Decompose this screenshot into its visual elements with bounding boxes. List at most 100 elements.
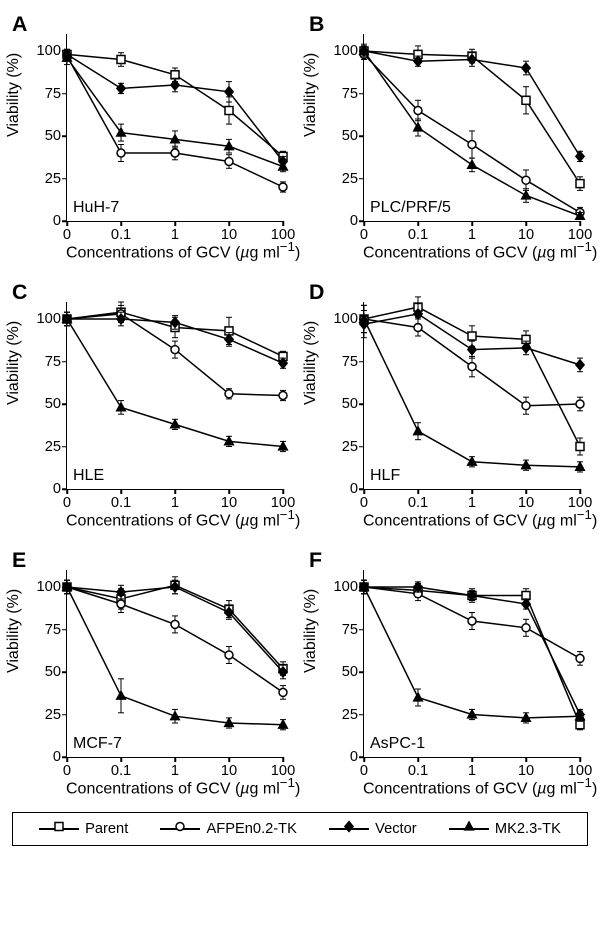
panel-A: AViability (%)Concentrations of GCV (µg … bbox=[12, 12, 291, 262]
plot-area: 025507510000.1110100HuH-7 bbox=[66, 34, 283, 222]
x-tick-label: 10 bbox=[518, 757, 534, 779]
legend-line bbox=[449, 828, 489, 830]
y-tick-label: 50 bbox=[45, 396, 67, 412]
series-svg bbox=[67, 302, 283, 489]
cell-line-label: PLC/PRF/5 bbox=[370, 199, 451, 217]
panel-letter: E bbox=[12, 548, 26, 573]
y-tick-label: 25 bbox=[45, 171, 67, 187]
legend-label: MK2.3-TK bbox=[495, 821, 561, 837]
series-svg bbox=[364, 34, 580, 221]
series-svg bbox=[364, 302, 580, 489]
legend-marker-icon bbox=[462, 820, 476, 839]
y-tick-label: 25 bbox=[342, 439, 364, 455]
legend-item-Vector: Vector bbox=[329, 821, 417, 837]
x-tick-label: 0.1 bbox=[111, 757, 131, 779]
panel-C: CViability (%)Concentrations of GCV (µg … bbox=[12, 280, 291, 530]
x-tick-label: 1 bbox=[171, 489, 179, 511]
x-tick-label: 10 bbox=[221, 489, 237, 511]
x-tick-label: 0.1 bbox=[111, 489, 131, 511]
y-tick-label: 75 bbox=[342, 86, 364, 102]
series-svg bbox=[364, 570, 580, 757]
x-tick-label: 0 bbox=[360, 221, 368, 243]
y-axis-label: Viability (%) bbox=[5, 53, 23, 137]
y-tick-label: 25 bbox=[342, 707, 364, 723]
panel-letter: D bbox=[309, 280, 324, 305]
y-tick-label: 25 bbox=[45, 439, 67, 455]
legend-label: Vector bbox=[375, 821, 417, 837]
legend-line bbox=[39, 828, 79, 830]
y-axis-label: Viability (%) bbox=[302, 589, 320, 673]
y-axis-label: Viability (%) bbox=[302, 53, 320, 137]
y-tick-label: 75 bbox=[45, 622, 67, 638]
y-axis-label: Viability (%) bbox=[5, 321, 23, 405]
x-tick-label: 1 bbox=[171, 221, 179, 243]
legend-line bbox=[160, 828, 200, 830]
panel-D: DViability (%)Concentrations of GCV (µg … bbox=[309, 280, 588, 530]
panel-letter: B bbox=[309, 12, 324, 37]
panel-grid: AViability (%)Concentrations of GCV (µg … bbox=[12, 12, 588, 798]
x-tick-label: 0.1 bbox=[111, 221, 131, 243]
y-axis-label: Viability (%) bbox=[302, 321, 320, 405]
x-tick-label: 100 bbox=[568, 757, 592, 779]
plot-area: 025507510000.1110100MCF-7 bbox=[66, 570, 283, 758]
legend-item-MK2.3-TK: MK2.3-TK bbox=[449, 821, 561, 837]
x-tick-label: 100 bbox=[568, 221, 592, 243]
panel-B: BViability (%)Concentrations of GCV (µg … bbox=[309, 12, 588, 262]
x-tick-label: 10 bbox=[518, 221, 534, 243]
x-tick-label: 1 bbox=[171, 757, 179, 779]
legend-marker-icon bbox=[52, 820, 66, 839]
x-tick-label: 0.1 bbox=[408, 489, 428, 511]
plot-area: 025507510000.1110100HLF bbox=[363, 302, 580, 490]
x-tick-label: 100 bbox=[568, 489, 592, 511]
y-tick-label: 50 bbox=[45, 664, 67, 680]
x-tick-label: 0 bbox=[63, 489, 71, 511]
x-tick-label: 0 bbox=[63, 221, 71, 243]
x-tick-label: 0 bbox=[360, 489, 368, 511]
x-tick-label: 10 bbox=[221, 221, 237, 243]
legend-item-AFPEn0.2-TK: AFPEn0.2-TK bbox=[160, 821, 296, 837]
panel-letter: F bbox=[309, 548, 322, 573]
y-tick-label: 50 bbox=[342, 396, 364, 412]
panel-letter: C bbox=[12, 280, 27, 305]
x-tick-label: 1 bbox=[468, 489, 476, 511]
legend-label: Parent bbox=[85, 821, 128, 837]
y-tick-label: 75 bbox=[342, 622, 364, 638]
x-tick-label: 10 bbox=[221, 757, 237, 779]
x-tick-label: 100 bbox=[271, 757, 295, 779]
series-svg bbox=[67, 34, 283, 221]
x-tick-label: 100 bbox=[271, 221, 295, 243]
cell-line-label: HuH-7 bbox=[73, 199, 119, 217]
panel-F: FViability (%)Concentrations of GCV (µg … bbox=[309, 548, 588, 798]
legend-label: AFPEn0.2-TK bbox=[206, 821, 296, 837]
y-tick-label: 50 bbox=[342, 664, 364, 680]
x-tick-label: 0.1 bbox=[408, 221, 428, 243]
y-tick-label: 25 bbox=[45, 707, 67, 723]
plot-area: 025507510000.1110100AsPC-1 bbox=[363, 570, 580, 758]
plot-area: 025507510000.1110100PLC/PRF/5 bbox=[363, 34, 580, 222]
cell-line-label: HLE bbox=[73, 467, 104, 485]
legend: Parent AFPEn0.2-TK Vector MK2.3-TK bbox=[12, 812, 588, 846]
cell-line-label: MCF-7 bbox=[73, 735, 122, 753]
legend-marker-icon bbox=[342, 820, 356, 839]
x-tick-label: 0 bbox=[360, 757, 368, 779]
y-tick-label: 75 bbox=[342, 354, 364, 370]
x-tick-label: 100 bbox=[271, 489, 295, 511]
cell-line-label: HLF bbox=[370, 467, 400, 485]
series-svg bbox=[67, 570, 283, 757]
legend-line bbox=[329, 828, 369, 830]
panel-E: EViability (%)Concentrations of GCV (µg … bbox=[12, 548, 291, 798]
x-tick-label: 1 bbox=[468, 757, 476, 779]
cell-line-label: AsPC-1 bbox=[370, 735, 425, 753]
legend-item-Parent: Parent bbox=[39, 821, 128, 837]
plot-area: 025507510000.1110100HLE bbox=[66, 302, 283, 490]
y-tick-label: 75 bbox=[45, 354, 67, 370]
legend-marker-icon bbox=[173, 820, 187, 839]
y-tick-label: 75 bbox=[45, 86, 67, 102]
y-tick-label: 50 bbox=[45, 128, 67, 144]
y-tick-label: 25 bbox=[342, 171, 364, 187]
x-tick-label: 0.1 bbox=[408, 757, 428, 779]
y-axis-label: Viability (%) bbox=[5, 589, 23, 673]
x-tick-label: 10 bbox=[518, 489, 534, 511]
panel-letter: A bbox=[12, 12, 27, 37]
x-tick-label: 0 bbox=[63, 757, 71, 779]
